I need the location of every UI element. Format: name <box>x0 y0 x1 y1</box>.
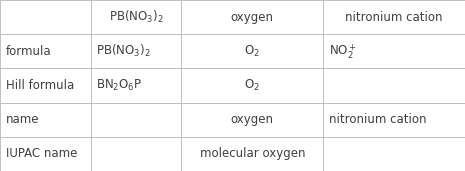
Bar <box>181 34 323 68</box>
Text: $\mathregular{PB(NO_3)_2}$: $\mathregular{PB(NO_3)_2}$ <box>109 9 163 25</box>
Text: nitronium cation: nitronium cation <box>329 113 426 126</box>
Bar <box>323 0 465 34</box>
Text: $\mathregular{BN_2O_6P}$: $\mathregular{BN_2O_6P}$ <box>96 78 142 93</box>
Bar <box>323 137 465 171</box>
Text: IUPAC name: IUPAC name <box>6 147 77 160</box>
Text: name: name <box>6 113 39 126</box>
Text: nitronium cation: nitronium cation <box>345 11 443 24</box>
Bar <box>91 103 181 137</box>
Text: formula: formula <box>6 45 51 58</box>
Bar <box>181 103 323 137</box>
Bar <box>323 103 465 137</box>
Text: oxygen: oxygen <box>231 11 274 24</box>
Text: oxygen: oxygen <box>231 113 274 126</box>
Bar <box>323 68 465 103</box>
Text: $\mathregular{O_2}$: $\mathregular{O_2}$ <box>245 44 260 59</box>
Text: $\mathregular{PB(NO_3)_2}$: $\mathregular{PB(NO_3)_2}$ <box>96 43 151 59</box>
Bar <box>91 68 181 103</box>
Bar <box>323 34 465 68</box>
Bar <box>181 137 323 171</box>
Bar <box>0 34 91 68</box>
Bar <box>0 137 91 171</box>
Bar <box>0 0 91 34</box>
Bar <box>0 103 91 137</box>
Bar <box>91 0 181 34</box>
Bar <box>181 0 323 34</box>
Text: $\mathregular{NO_2^+}$: $\mathregular{NO_2^+}$ <box>329 42 357 61</box>
Text: molecular oxygen: molecular oxygen <box>199 147 305 160</box>
Bar <box>91 34 181 68</box>
Bar <box>91 137 181 171</box>
Bar <box>0 68 91 103</box>
Text: Hill formula: Hill formula <box>6 79 74 92</box>
Bar <box>181 68 323 103</box>
Text: $\mathregular{O_2}$: $\mathregular{O_2}$ <box>245 78 260 93</box>
